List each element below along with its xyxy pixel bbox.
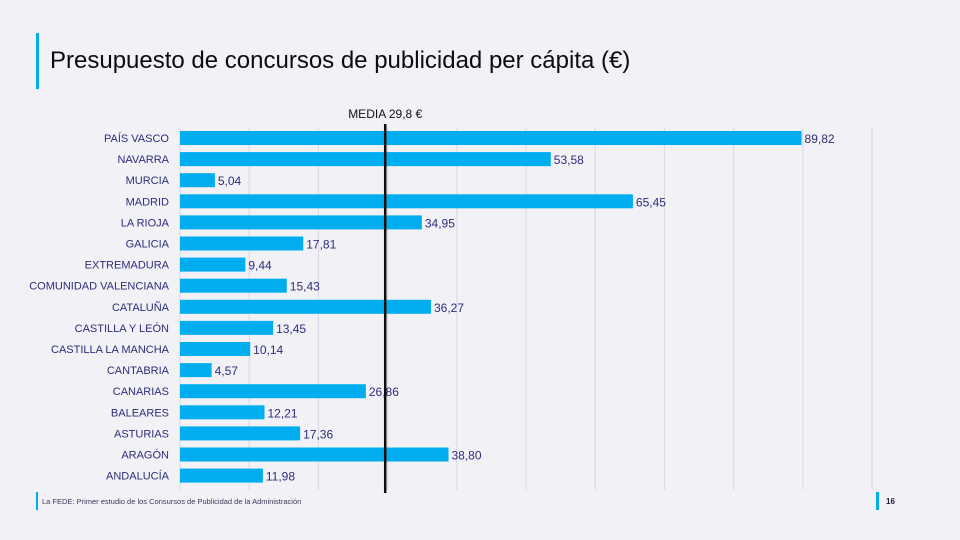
category-label: ASTURIAS <box>114 428 169 440</box>
category-label: CASTILLA LA MANCHA <box>51 344 170 356</box>
page-number-accent <box>876 492 879 510</box>
bar <box>180 384 366 399</box>
bar <box>180 194 633 209</box>
category-label: MADRID <box>126 196 169 208</box>
mean-reference-label: MEDIA 29,8 € <box>348 107 422 121</box>
value-label: 17,36 <box>303 427 333 441</box>
category-label: CANARIAS <box>113 386 169 398</box>
value-label: 53,58 <box>554 153 584 167</box>
category-label: PAÍS VASCO <box>104 132 169 145</box>
slide-title: Presupuesto de concursos de publicidad p… <box>50 47 631 74</box>
category-label: NAVARRA <box>117 154 169 166</box>
category-label: CATALUÑA <box>112 301 170 314</box>
value-label: 11,98 <box>266 470 295 484</box>
value-label: 34,95 <box>425 216 455 230</box>
bar <box>180 447 449 462</box>
bar <box>180 173 215 188</box>
bar <box>180 468 263 483</box>
title-accent-bar <box>36 33 39 89</box>
page-number: 16 <box>886 497 895 506</box>
value-label: 12,21 <box>267 406 297 420</box>
category-label: CANTABRIA <box>107 365 170 377</box>
bar <box>180 278 287 293</box>
value-label: 17,81 <box>306 238 336 252</box>
category-label: ARAGÓN <box>121 449 169 462</box>
bar <box>180 131 802 145</box>
bar <box>180 405 265 420</box>
category-label: EXTREMADURA <box>85 260 170 272</box>
value-label: 89,82 <box>805 132 835 146</box>
category-label: LA RIOJA <box>121 217 170 229</box>
category-label: GALICIA <box>126 239 170 251</box>
value-label: 4,57 <box>215 364 239 378</box>
footer-source: La FEDE: Primer estudio de los Consursos… <box>42 497 302 506</box>
bar <box>180 152 551 167</box>
category-label: MURCIA <box>126 175 170 187</box>
category-label: COMUNIDAD VALENCIANA <box>29 281 169 293</box>
value-label: 65,45 <box>636 195 666 209</box>
bar <box>180 426 301 441</box>
value-label: 36,27 <box>434 301 464 315</box>
footer-accent-bar <box>36 492 38 510</box>
category-label: ANDALUCÍA <box>106 470 170 483</box>
value-label: 5,04 <box>218 174 242 188</box>
category-label: CASTILLA Y LEÓN <box>75 322 169 335</box>
bar <box>180 257 246 272</box>
bar <box>180 299 431 314</box>
value-label: 10,14 <box>253 343 283 357</box>
value-label: 15,43 <box>290 280 320 294</box>
bar <box>180 215 422 230</box>
category-label: BALEARES <box>111 407 169 419</box>
value-label: 13,45 <box>276 322 306 336</box>
bar <box>180 342 251 356</box>
bar <box>180 363 212 378</box>
bar <box>180 320 274 335</box>
value-label: 9,44 <box>248 259 272 273</box>
value-label: 38,80 <box>451 449 481 463</box>
bar <box>180 236 304 251</box>
